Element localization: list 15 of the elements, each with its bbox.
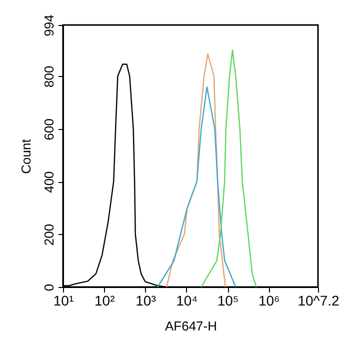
- x-axis-title: AF647-H: [164, 318, 218, 334]
- x-tick-label: 10²: [94, 292, 116, 308]
- y-tick-label: 200: [42, 224, 56, 246]
- y-tick-label: 0: [42, 284, 56, 292]
- y-axis-title: Count: [18, 138, 34, 174]
- x-tick-label: 10⁶: [258, 292, 280, 308]
- x-tick-label: 10¹: [53, 292, 74, 308]
- y-tick-label: 800: [42, 66, 56, 88]
- x-tick-label: 10⁵: [217, 292, 239, 308]
- y-tick-label: 994: [42, 14, 56, 36]
- x-tick-label: 10³: [136, 292, 156, 308]
- y-tick-label: 400: [42, 171, 56, 193]
- x-tick-label: 10^7.2: [298, 292, 340, 308]
- y-tick-label: 600: [42, 118, 56, 140]
- x-tick-label: 10⁴: [176, 292, 198, 308]
